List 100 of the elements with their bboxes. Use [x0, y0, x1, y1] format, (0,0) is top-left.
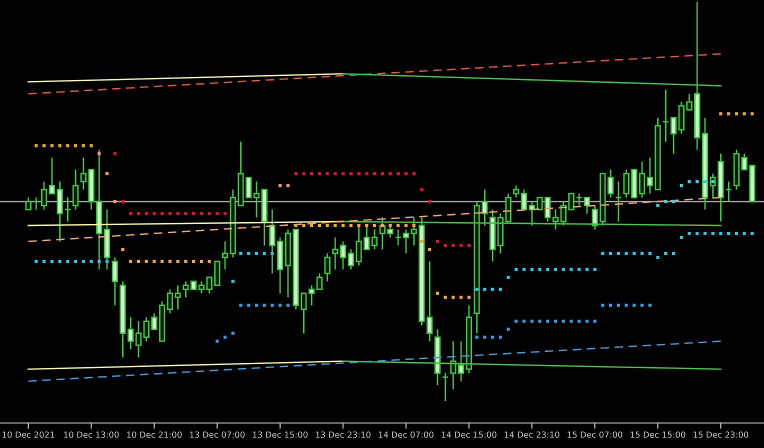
- point: [404, 224, 408, 228]
- point: [498, 288, 502, 291]
- point: [254, 252, 258, 255]
- x-tick-label: 15 Dec 15:00: [630, 431, 686, 438]
- point: [475, 336, 478, 339]
- point: [270, 304, 274, 307]
- point: [200, 260, 203, 263]
- candlestick: [725, 180, 732, 202]
- candlestick: [324, 252, 330, 282]
- point: [656, 204, 660, 208]
- point: [365, 172, 368, 176]
- point: [696, 180, 699, 184]
- point: [66, 144, 70, 148]
- point: [247, 304, 250, 307]
- point: [136, 212, 140, 216]
- candlestick: [222, 240, 228, 270]
- point: [286, 304, 290, 307]
- point: [624, 252, 628, 255]
- point: [223, 212, 227, 216]
- point: [742, 232, 746, 236]
- point: [310, 172, 314, 176]
- point: [664, 200, 668, 204]
- x-tick-label: 10 Dec 2021: [2, 431, 54, 438]
- point: [404, 172, 408, 176]
- point: [239, 252, 242, 255]
- candlestick: [402, 228, 410, 254]
- point: [82, 260, 85, 263]
- point: [460, 244, 463, 248]
- point: [420, 240, 424, 244]
- point: [318, 224, 321, 228]
- point: [688, 232, 691, 236]
- point: [239, 304, 242, 307]
- point: [436, 240, 440, 244]
- point: [742, 112, 746, 116]
- point: [570, 320, 573, 323]
- x-tick-label: 13 Dec 23:10: [316, 431, 371, 438]
- point: [624, 304, 628, 307]
- candlestick: [670, 117, 677, 154]
- point: [420, 188, 424, 192]
- candlestick: [371, 228, 378, 250]
- point: [601, 252, 604, 255]
- candlestick: [332, 236, 338, 270]
- point: [703, 180, 707, 184]
- point: [278, 304, 282, 307]
- point: [530, 320, 534, 323]
- point: [34, 260, 38, 263]
- point: [593, 268, 596, 271]
- point: [184, 212, 188, 216]
- point: [74, 144, 78, 148]
- point: [460, 296, 463, 299]
- point: [380, 224, 384, 228]
- point: [129, 260, 132, 263]
- point: [294, 224, 298, 228]
- point: [616, 304, 620, 307]
- point: [223, 336, 227, 339]
- x-tick-label: 14 Dec 07:00: [378, 431, 434, 438]
- point: [326, 172, 329, 176]
- point: [640, 252, 644, 255]
- point: [342, 172, 345, 176]
- point: [672, 252, 676, 255]
- point: [632, 252, 636, 255]
- candlestick: [552, 208, 559, 230]
- point: [498, 336, 502, 339]
- point: [562, 320, 565, 323]
- point: [365, 224, 368, 228]
- point: [554, 268, 558, 271]
- point: [412, 172, 416, 176]
- point: [609, 304, 612, 307]
- point: [50, 260, 54, 263]
- candlestick: [135, 320, 142, 358]
- point: [452, 244, 455, 248]
- point: [247, 252, 250, 255]
- point: [734, 232, 738, 236]
- point: [490, 336, 494, 339]
- candlestick: [72, 168, 79, 210]
- point: [546, 268, 550, 271]
- point: [216, 340, 219, 343]
- point: [372, 172, 376, 176]
- point: [113, 152, 116, 156]
- x-tick-label: 15 Dec 07:00: [568, 431, 622, 438]
- point: [734, 112, 738, 116]
- point: [160, 212, 164, 216]
- point: [578, 268, 581, 271]
- point: [483, 336, 486, 339]
- point: [318, 172, 321, 176]
- candlestick: [576, 192, 583, 206]
- x-tick-label: 15 Dec 23:00: [694, 431, 748, 438]
- point: [632, 304, 636, 307]
- point: [184, 260, 188, 263]
- point: [664, 252, 668, 255]
- point: [593, 320, 596, 323]
- point: [278, 184, 282, 188]
- point: [546, 320, 550, 323]
- point: [412, 224, 416, 228]
- point: [58, 144, 62, 148]
- point: [719, 232, 722, 236]
- point: [640, 304, 644, 307]
- point: [727, 112, 730, 116]
- point: [231, 280, 234, 283]
- point: [514, 320, 518, 323]
